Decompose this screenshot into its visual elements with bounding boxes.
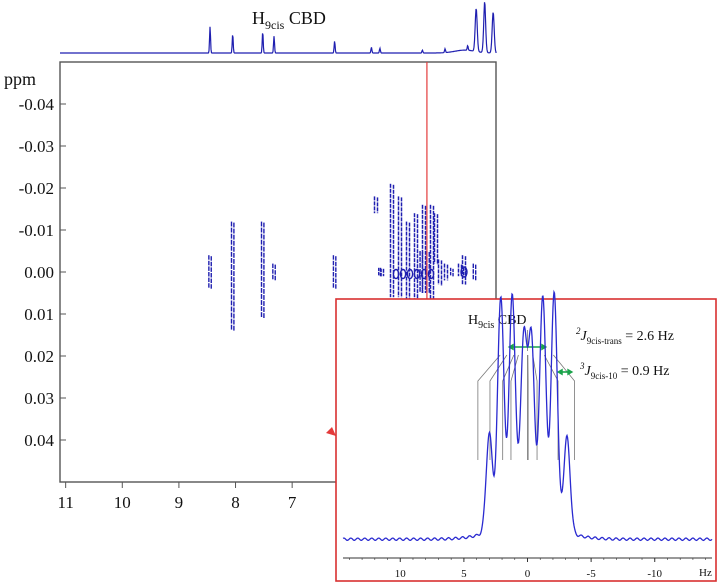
y-axis-label: ppm [4,69,36,89]
coupling-1-j: J [581,329,588,344]
coupling-2-j: J [585,364,592,379]
inset-tick-label: 5 [461,568,467,580]
inset-title-sub: 9cis [478,320,494,331]
main-title-main: H [252,8,265,28]
x-tick-label: 10 [114,493,131,512]
contour-peaks [208,183,477,331]
contour-band [472,263,477,281]
y-tick-label: 0.02 [24,347,54,366]
contour-cluster [373,183,468,323]
stick-line [510,354,519,460]
x-tick-label: 11 [57,493,73,512]
main-title: H9cis CBD [252,8,326,32]
top-spectrum: H9cis CBD [60,2,497,54]
x-tick-label: 9 [175,493,184,512]
y-tick-label: 0.03 [24,389,54,408]
stick-line [532,354,538,460]
coupling-2-sub: 9cis-10 [591,371,618,381]
coupling-1-sup: 2 [576,326,581,336]
x-tick-label: 8 [231,493,240,512]
coupling-2-sup: 3 [579,361,585,371]
y-tick-label: 0.04 [24,431,54,450]
main-title-rest: CBD [284,8,326,28]
contour-band [272,263,276,281]
y-tick-label: 0.00 [24,263,54,282]
coupling-2-value: = 0.9 Hz [617,364,669,379]
inset-tick-label: 0 [525,568,531,580]
inset-panel: H9cis CBD 2J9cis-trans = 2.6 Hz 3J9cis-1… [335,289,717,582]
zoom-arrow-head [326,427,336,436]
contour-band [449,267,454,277]
x-tick-label: 7 [288,493,297,512]
stick-line [502,354,515,460]
contour-band [230,221,235,331]
inset-title-main: H [468,313,478,328]
y-axis-ticks: -0.04 -0.03 -0.02 -0.01 0.00 0.01 0.02 0.03 0.04 [19,95,66,450]
inset-tick-label: -5 [587,568,597,580]
stick-line [477,354,501,460]
coupling-1-value: = 2.6 Hz [622,329,674,344]
y-tick-label: -0.02 [19,179,54,198]
coupling-label-2: 3J9cis-10 = 0.9 Hz [579,361,669,381]
main-title-sub: 9cis [265,18,285,32]
inset-frame [335,298,717,582]
coupling-label-1: 2J9cis-trans = 2.6 Hz [576,326,674,346]
top-spectrum-line [60,2,497,54]
coupling-arrow [556,368,574,376]
y-tick-label: -0.04 [19,95,55,114]
coupling-1-sub: 9cis-trans [587,336,622,346]
contour-band [208,255,212,289]
y-tick-label: -0.03 [19,137,54,156]
inset-tick-label: 10 [395,568,407,580]
inset-spectrum-line [342,289,713,542]
inset-x-label: Hz [699,567,712,579]
y-tick-label: -0.01 [19,221,54,240]
contour-band [332,255,337,289]
y-tick-label: 0.01 [24,305,54,324]
inset-x-ticks: 10 5 0 -5 -10 [349,558,706,580]
stick-line [553,354,575,460]
plot-2d: ppm -0.04 -0.03 -0.02 -0.01 0.00 0.01 0.02 0.03… [4,61,497,512]
inset-tick-label: -10 [647,568,662,580]
contour-band [260,221,265,318]
